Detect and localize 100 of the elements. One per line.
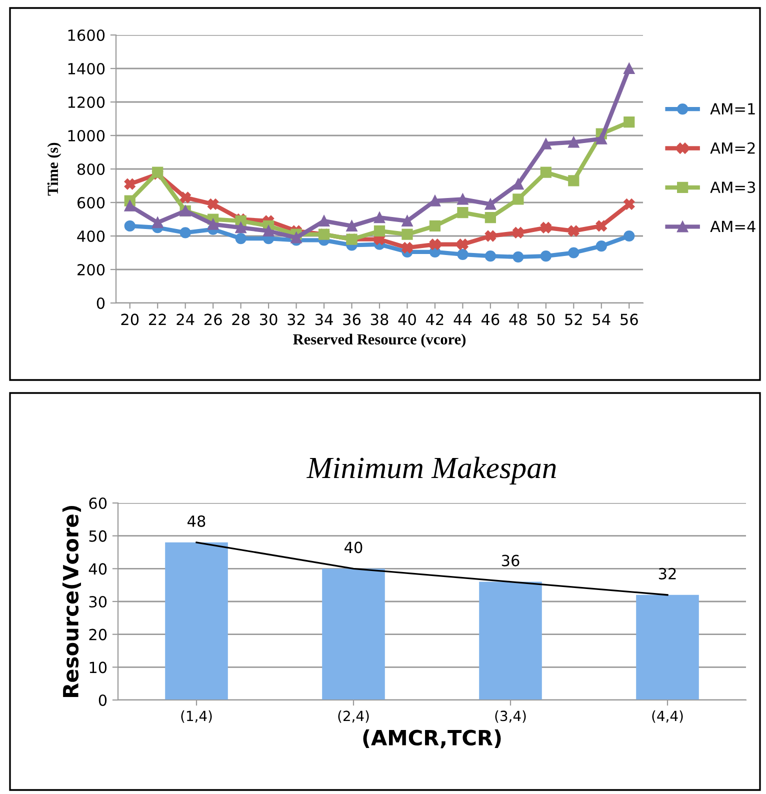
y-tick-label: 1400 <box>68 62 105 75</box>
x-tick-label: 48 <box>509 314 527 326</box>
x-tick-label: 52 <box>565 314 582 326</box>
legend-label: AM=4 <box>710 220 756 232</box>
y-tick-label: 600 <box>77 196 105 209</box>
point <box>180 192 191 204</box>
x-tick-label: 24 <box>176 314 194 326</box>
y-tick-label: 60 <box>89 497 107 510</box>
y-tick-label: 50 <box>89 530 107 542</box>
y-tick-label: 0 <box>98 694 107 706</box>
point <box>457 248 468 260</box>
y-tick-label: 1600 <box>68 29 105 42</box>
point <box>624 62 635 74</box>
x-tick-label: 38 <box>370 314 388 326</box>
x-tick-label: 30 <box>260 314 278 326</box>
data-label: 48 <box>188 515 206 527</box>
y-tick-label: 10 <box>90 662 107 674</box>
x-tick-label: 44 <box>454 314 472 326</box>
point <box>457 238 468 250</box>
point <box>484 250 496 262</box>
x-tick-label: (4,4) <box>652 710 683 723</box>
y-tick-label: 800 <box>77 163 105 176</box>
bar <box>636 594 699 700</box>
point <box>124 200 136 212</box>
point <box>402 215 413 226</box>
point <box>540 222 552 234</box>
point <box>512 227 524 238</box>
point <box>457 206 468 218</box>
point <box>568 136 580 148</box>
point <box>457 194 468 205</box>
point <box>624 198 635 210</box>
x-tick-label: (2,4) <box>338 710 369 723</box>
x-axis-title: Reserved Resource (vcore) <box>293 334 466 348</box>
point <box>540 138 552 150</box>
point <box>429 195 441 206</box>
data-label: 36 <box>502 554 520 566</box>
y-axis-title: Resource(Vcore) <box>62 506 81 697</box>
point <box>484 212 496 224</box>
point <box>402 228 413 240</box>
point <box>262 225 274 237</box>
legend-label: AM=1 <box>710 103 755 114</box>
point <box>429 220 441 232</box>
x-tick-label: 32 <box>288 314 304 326</box>
point <box>596 240 607 252</box>
point <box>624 116 635 128</box>
y-axis-title: Time (s) <box>47 142 62 196</box>
point <box>402 242 413 254</box>
x-tick-label: 26 <box>204 314 222 326</box>
point <box>208 218 219 230</box>
point <box>568 247 580 258</box>
data-label: 40 <box>344 542 362 554</box>
y-tick-label: 200 <box>78 264 105 276</box>
data-label: 32 <box>658 568 676 580</box>
point <box>346 220 358 232</box>
y-tick-label: 1000 <box>68 130 105 142</box>
x-axis-title: (AMCR,TCR) <box>363 729 501 748</box>
point <box>235 222 246 234</box>
y-tick-label: 1200 <box>68 96 105 108</box>
point <box>512 178 524 190</box>
y-tick-label: 400 <box>77 230 105 242</box>
point <box>124 220 136 232</box>
x-tick-label: 28 <box>232 314 250 326</box>
x-tick-label: 20 <box>121 314 139 326</box>
point <box>374 225 386 237</box>
x-tick-label: 46 <box>481 314 500 326</box>
y-tick-label: 40 <box>88 563 107 575</box>
x-tick-label: (3,4) <box>495 710 526 723</box>
x-tick-label: 42 <box>426 314 444 326</box>
x-tick-label: 34 <box>315 314 333 326</box>
point <box>540 250 552 262</box>
point <box>208 198 219 210</box>
point <box>429 238 441 250</box>
point <box>568 175 580 186</box>
point <box>180 227 191 238</box>
x-tick-label: 36 <box>343 314 361 326</box>
point <box>124 178 136 190</box>
point <box>374 212 386 224</box>
x-tick-label: 54 <box>592 314 610 326</box>
legend-label: AM=2 <box>710 142 755 154</box>
x-tick-label: 56 <box>620 314 638 326</box>
point <box>596 133 607 144</box>
x-tick-label: 40 <box>398 314 416 326</box>
point <box>568 225 580 237</box>
x-tick-label: 50 <box>537 314 555 326</box>
point <box>596 220 607 232</box>
point <box>318 215 330 226</box>
x-tick-label: (1,4) <box>181 710 212 723</box>
bar <box>165 542 228 700</box>
chart-title: Minimum Makespan <box>306 456 556 485</box>
point <box>290 232 302 244</box>
point <box>484 230 496 242</box>
bar <box>479 582 542 700</box>
legend-label: AM=3 <box>710 181 755 194</box>
point <box>512 194 524 205</box>
point <box>512 251 524 262</box>
y-tick-label: 30 <box>89 596 107 608</box>
point <box>624 230 635 242</box>
x-tick-label: 22 <box>149 314 166 326</box>
y-tick-label: 20 <box>89 628 107 640</box>
point <box>540 166 552 178</box>
